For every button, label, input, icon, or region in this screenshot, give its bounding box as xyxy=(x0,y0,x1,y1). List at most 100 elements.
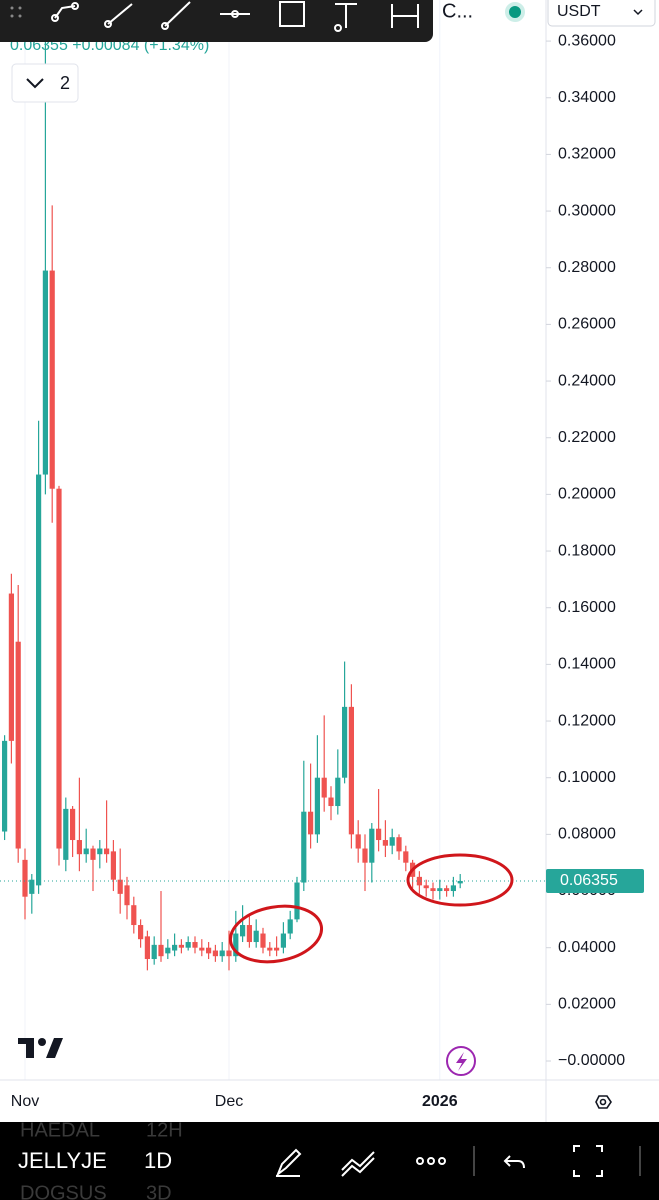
candle-body xyxy=(450,885,456,892)
candle-body xyxy=(416,876,422,886)
candle-body xyxy=(131,905,137,926)
flash-icon xyxy=(456,1052,467,1071)
candle-body xyxy=(294,882,300,920)
candle-body xyxy=(22,859,28,897)
candle-body xyxy=(49,270,55,489)
candle-body xyxy=(267,947,273,951)
candle-body xyxy=(328,797,334,807)
candle-body xyxy=(308,811,314,835)
candle-body xyxy=(355,834,361,849)
drawing-tools[interactable] xyxy=(10,1,419,32)
candle-body xyxy=(165,947,171,954)
y-tick-label: 0.02000 xyxy=(558,996,616,1013)
candle-body xyxy=(444,888,450,892)
candle-body xyxy=(117,879,123,894)
candle-body xyxy=(260,933,266,948)
candle-body xyxy=(70,808,76,841)
candle-body xyxy=(287,919,293,934)
interval-option[interactable]: 3D xyxy=(146,1182,172,1200)
x-tick-label: 2026 xyxy=(422,1093,458,1110)
interval-option[interactable]: 12H xyxy=(146,1119,183,1141)
symbol-current[interactable]: JELLYJE xyxy=(18,1148,107,1173)
candle-body xyxy=(151,944,157,960)
candle-body xyxy=(226,950,232,957)
candle-body xyxy=(178,944,184,948)
candle-body xyxy=(8,593,14,741)
x-tick-label: Nov xyxy=(11,1093,39,1110)
candle-body xyxy=(253,930,259,943)
candle-body xyxy=(396,837,402,852)
drawing-toolbar xyxy=(0,0,433,42)
candle-body xyxy=(110,851,116,880)
interval-current[interactable]: 1D xyxy=(144,1148,172,1173)
y-tick-label: 0.10000 xyxy=(558,769,616,786)
candle-body xyxy=(437,888,443,892)
candle-body xyxy=(301,811,307,883)
currency[interactable]: USDT xyxy=(557,3,601,20)
candle-body xyxy=(369,828,375,863)
settings-icon xyxy=(599,1098,607,1106)
candle-body xyxy=(76,840,82,855)
chevron xyxy=(26,78,44,89)
candle-body xyxy=(138,925,144,940)
flash-button[interactable] xyxy=(446,1046,476,1076)
candle-body xyxy=(56,488,62,849)
symbol-short[interactable]: C... xyxy=(442,0,473,22)
candle-body xyxy=(423,885,429,889)
annotation-circle xyxy=(406,853,514,907)
y-tick-label: 0.28000 xyxy=(558,259,616,276)
candle-body xyxy=(457,880,463,884)
y-tick-label: 0.26000 xyxy=(558,316,616,333)
candle-body xyxy=(219,950,225,957)
candle-body xyxy=(206,947,212,954)
y-tick-label: 0.08000 xyxy=(558,826,616,843)
chevron xyxy=(633,9,643,16)
candle-body xyxy=(280,933,286,948)
currency-select[interactable] xyxy=(547,0,656,27)
last-price-box xyxy=(546,868,644,893)
symbol-option[interactable]: DOGSUS xyxy=(20,1182,107,1200)
tv-logo xyxy=(18,1038,63,1058)
candle-body xyxy=(233,933,239,957)
y-tick-label: 0.18000 xyxy=(558,542,616,559)
candle-body xyxy=(314,777,320,835)
candle-body xyxy=(335,777,341,807)
candle-body xyxy=(246,925,252,943)
candle-body xyxy=(172,944,178,951)
y-tick-label: −0.00000 xyxy=(558,1052,625,1069)
y-tick-label: 0.16000 xyxy=(558,599,616,616)
status-dot xyxy=(505,2,525,22)
y-tick-label: 0.22000 xyxy=(558,429,616,446)
indicator-toggle[interactable] xyxy=(11,63,79,103)
bottom-icons[interactable] xyxy=(275,1145,641,1177)
y-tick-label: 0.36000 xyxy=(558,32,616,49)
candle-body xyxy=(240,925,246,937)
symbol-option[interactable]: HAEDAL xyxy=(20,1119,100,1141)
candle-body xyxy=(2,740,8,832)
y-tick-label: 0.30000 xyxy=(558,202,616,219)
candle-body xyxy=(362,848,368,863)
candle-body xyxy=(430,888,436,892)
candle-body xyxy=(321,777,327,798)
y-tick-label: 0.34000 xyxy=(558,89,616,106)
candle-body xyxy=(144,936,150,960)
candle-body xyxy=(42,270,48,475)
candle-body xyxy=(382,840,388,846)
candle-body xyxy=(185,942,191,948)
candle-body xyxy=(29,879,35,894)
candle-body xyxy=(83,848,89,855)
candle-body xyxy=(342,706,348,778)
candle-body xyxy=(124,885,130,906)
y-tick-label: 0.04000 xyxy=(558,939,616,956)
candle-body xyxy=(376,828,382,841)
indicator-count[interactable]: 2 xyxy=(60,73,70,93)
candle-body xyxy=(15,641,21,849)
settings-icon[interactable] xyxy=(595,1095,612,1109)
bottom-toolbar xyxy=(0,1122,659,1200)
candle-body xyxy=(36,474,42,886)
x-tick-label: Dec xyxy=(215,1093,243,1110)
last-price-label: 0.06355 xyxy=(560,872,618,889)
candle-body xyxy=(104,848,110,855)
